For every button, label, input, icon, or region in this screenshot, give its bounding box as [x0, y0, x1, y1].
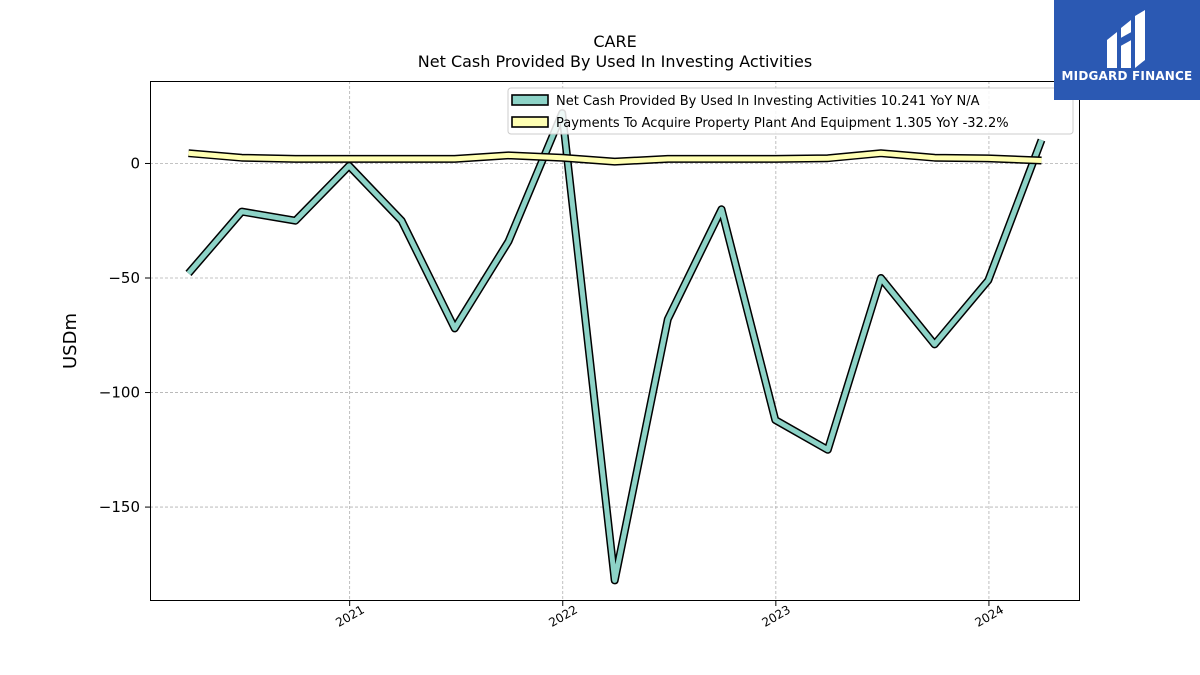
series-2-line	[188, 150, 1042, 165]
y-tick-label: 0	[130, 154, 140, 172]
midgard-m-logo-icon	[1107, 10, 1145, 68]
legend-swatch	[511, 94, 549, 106]
legend-label: Net Cash Provided By Used In Investing A…	[556, 94, 980, 109]
x-tick-label: 2023	[759, 602, 792, 629]
brand-logo: MIDGARD FINANCE	[1054, 0, 1200, 100]
series-1-outline	[185, 109, 1046, 585]
y-axis: 0 −50 −100 −150	[99, 154, 150, 516]
y-tick-label: −150	[99, 498, 140, 516]
chart-subtitle: Net Cash Provided By Used In Investing A…	[417, 52, 813, 71]
y-axis-label: USDm	[60, 313, 81, 369]
brand-name: MIDGARD FINANCE	[1061, 69, 1193, 83]
y-tick-label: −50	[108, 269, 140, 287]
series-1-line	[186, 110, 1044, 583]
legend-label: Payments To Acquire Property Plant And E…	[556, 116, 1009, 131]
x-tick-label: 2021	[333, 602, 366, 629]
x-tick-label: 2024	[973, 602, 1006, 629]
legend-swatch	[511, 116, 549, 128]
legend-box	[507, 87, 1074, 135]
x-tick-label: 2022	[546, 602, 579, 629]
y-tick-label: −100	[99, 384, 140, 402]
legend: Net Cash Provided By Used In Investing A…	[507, 87, 1074, 135]
x-axis: 2021 2022 2023 2024	[333, 601, 1006, 630]
chart-title: CARE	[593, 32, 637, 51]
plot-frame	[150, 81, 1080, 601]
series-lines	[185, 109, 1046, 585]
